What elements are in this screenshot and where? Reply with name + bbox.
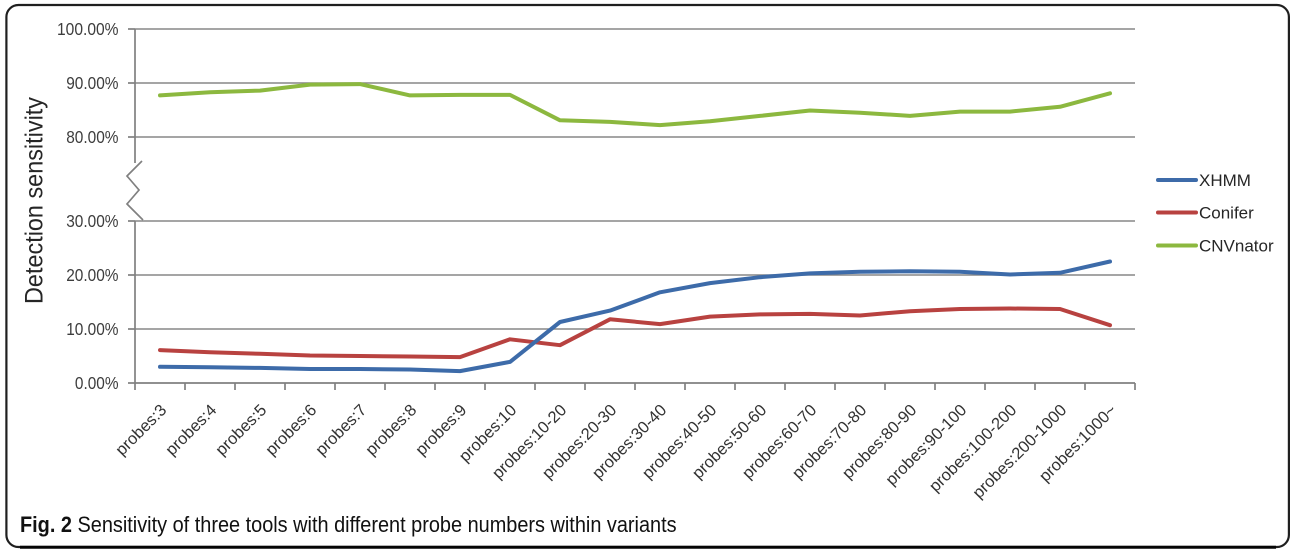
svg-text:probes:8: probes:8	[362, 401, 420, 459]
svg-text:Fig. 2 Sensitivity of three to: Fig. 2 Sensitivity of three tools with d…	[20, 513, 677, 537]
svg-text:probes:5: probes:5	[212, 401, 270, 459]
svg-text:0.00%: 0.00%	[75, 373, 119, 393]
svg-text:probes:100-200: probes:100-200	[926, 401, 1020, 495]
svg-text:probes:6: probes:6	[262, 401, 320, 459]
svg-text:30.00%: 30.00%	[66, 211, 118, 231]
svg-text:probes:4: probes:4	[162, 401, 220, 459]
svg-text:CNVnator: CNVnator	[1199, 236, 1274, 255]
svg-text:probes:3: probes:3	[112, 401, 170, 459]
svg-text:Conifer: Conifer	[1199, 203, 1254, 222]
svg-text:90.00%: 90.00%	[66, 73, 118, 93]
svg-text:probes:7: probes:7	[312, 401, 370, 459]
svg-text:20.00%: 20.00%	[66, 265, 118, 285]
svg-text:XHMM: XHMM	[1199, 171, 1251, 190]
svg-text:10.00%: 10.00%	[66, 319, 118, 339]
svg-text:100.00%: 100.00%	[57, 19, 119, 39]
svg-text:Detection sensitivity: Detection sensitivity	[21, 97, 49, 304]
svg-text:80.00%: 80.00%	[66, 127, 118, 147]
svg-text:probes:200-1000: probes:200-1000	[969, 401, 1070, 502]
